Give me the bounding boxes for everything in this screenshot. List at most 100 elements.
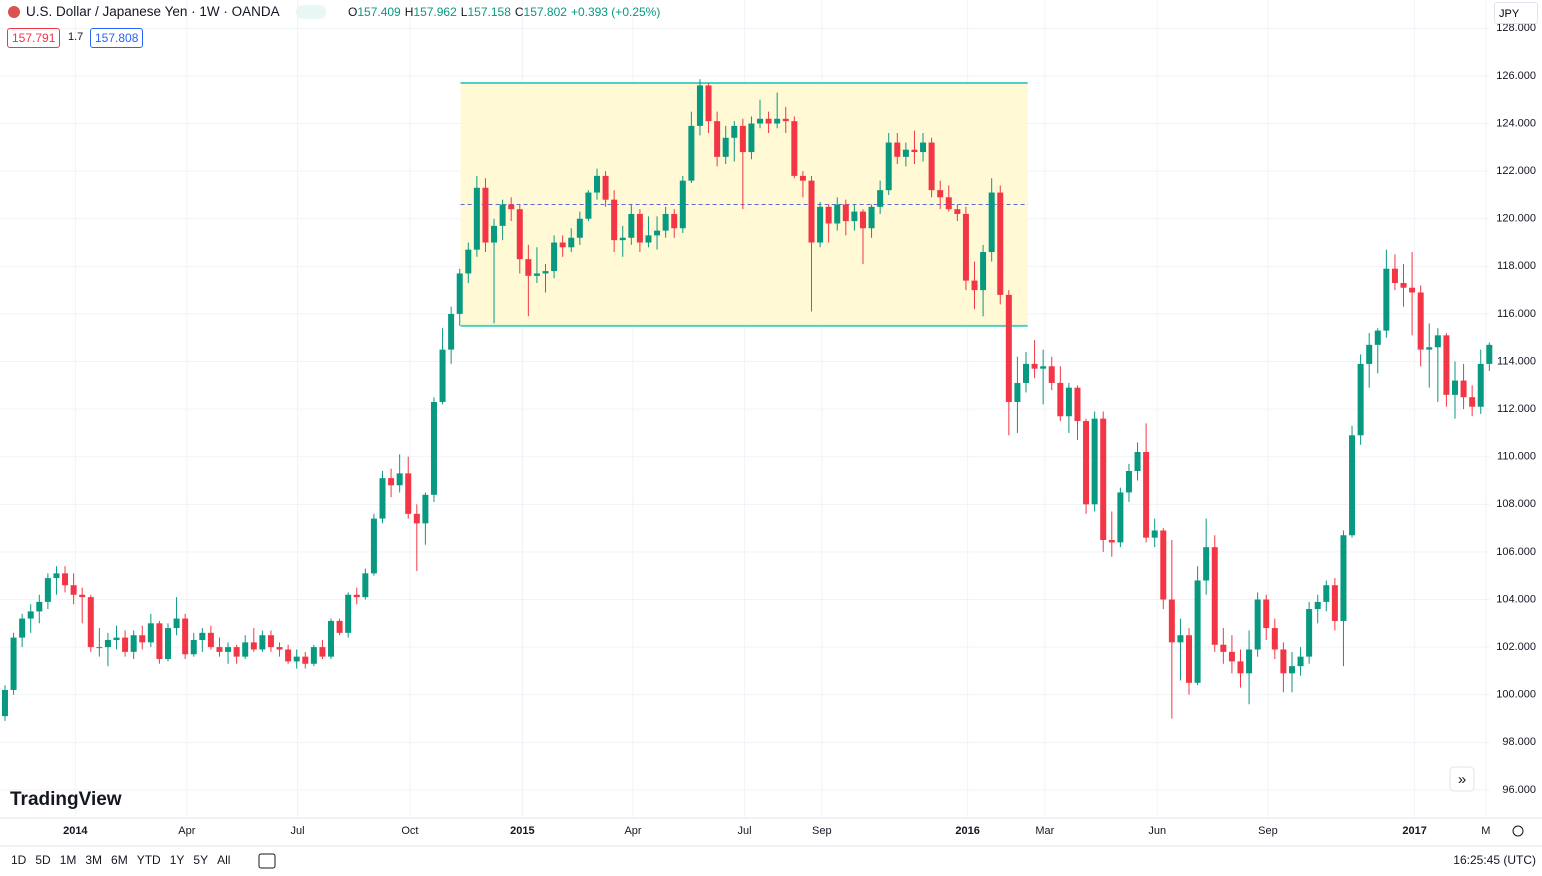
scroll-button[interactable] xyxy=(1449,766,1475,792)
ohlc-value: 157.962 xyxy=(413,5,457,19)
candle-body xyxy=(70,585,77,595)
candle-body xyxy=(508,204,515,210)
y-tick-label: 118.000 xyxy=(1497,260,1536,272)
candle-body xyxy=(1143,451,1150,538)
ohlc-values: O157.409 H157.962 L157.158 C157.802 +0.393 (… xyxy=(348,5,660,19)
candle-body xyxy=(997,192,1004,295)
range-button[interactable]: 6M xyxy=(111,853,128,867)
currency-button[interactable]: JPY xyxy=(1494,2,1538,24)
candle-body xyxy=(1005,294,1012,402)
range-button[interactable]: 1D xyxy=(11,853,27,867)
candle-body xyxy=(1314,601,1321,610)
candle-body xyxy=(156,623,163,660)
candle-body xyxy=(370,518,377,574)
candle-body xyxy=(1083,421,1090,505)
range-button[interactable]: 5D xyxy=(35,853,51,867)
candle-body xyxy=(757,118,764,124)
candle-body xyxy=(1151,530,1158,538)
candle-body xyxy=(739,125,746,153)
candle-body xyxy=(1228,651,1235,662)
x-tick-label: Mar xyxy=(1035,825,1054,837)
candle-body xyxy=(894,142,901,157)
candle-body xyxy=(825,206,832,224)
sell-button[interactable]: 157.791 xyxy=(7,28,61,48)
candle-body xyxy=(267,635,274,648)
candle-body xyxy=(336,620,343,633)
candle-body xyxy=(1014,382,1021,402)
y-tick-label: 120.000 xyxy=(1496,213,1536,225)
x-tick-label: Apr xyxy=(178,825,195,837)
candle-body xyxy=(1254,599,1261,650)
status-badge xyxy=(295,4,326,19)
candle-body xyxy=(920,142,927,153)
candle-body xyxy=(1177,635,1184,643)
candle-body xyxy=(173,618,180,629)
candle-body xyxy=(422,494,429,524)
candle-body xyxy=(774,118,781,124)
range-button[interactable]: 3M xyxy=(85,853,103,867)
candle-body xyxy=(276,647,283,650)
x-tick-label: Jul xyxy=(738,825,752,837)
candle-body xyxy=(1340,535,1347,621)
candle-body xyxy=(885,142,892,191)
range-button[interactable]: 5Y xyxy=(193,853,209,867)
candle-body xyxy=(1288,666,1295,674)
ohlc-item: O157.409 xyxy=(348,5,401,19)
candle-body xyxy=(1477,363,1484,407)
candle-body xyxy=(671,213,678,229)
candle-body xyxy=(585,192,592,219)
buy-button[interactable]: 157.808 xyxy=(90,28,144,48)
symbol-title[interactable]: U.S. Dollar / Japanese Yen · 1W · OANDA xyxy=(26,4,280,19)
candle-body xyxy=(1237,661,1244,674)
candle-body xyxy=(808,180,815,243)
candle-body xyxy=(868,206,875,229)
candle-body xyxy=(1,689,8,717)
range-button[interactable]: 1M xyxy=(59,853,77,867)
candle-body xyxy=(1160,530,1167,600)
candle-body xyxy=(199,632,206,640)
y-tick-label: 116.000 xyxy=(1497,308,1536,320)
candle-body xyxy=(1040,366,1047,369)
candle-body xyxy=(113,637,120,640)
candle-body xyxy=(499,204,506,226)
y-tick-label: 96.000 xyxy=(1502,784,1536,796)
candle-body xyxy=(1211,547,1218,645)
candle-body xyxy=(164,628,171,660)
candle-body xyxy=(1443,335,1450,395)
range-button[interactable]: YTD xyxy=(136,853,161,867)
candle-body xyxy=(1280,649,1287,674)
candle-body xyxy=(902,149,909,157)
candle-body xyxy=(242,642,249,657)
settings-icon[interactable] xyxy=(1512,825,1524,837)
candle-body xyxy=(285,649,292,662)
candle-body xyxy=(405,473,412,514)
candle-body xyxy=(696,85,703,126)
range-button[interactable]: All xyxy=(217,853,231,867)
candle-body xyxy=(542,271,549,274)
y-tick-label: 128.000 xyxy=(1496,22,1536,34)
range-button[interactable]: 1Y xyxy=(169,853,185,867)
calendar-icon[interactable] xyxy=(258,853,276,869)
candle-body xyxy=(533,273,540,276)
candle-body xyxy=(688,125,695,181)
candle-body xyxy=(1271,628,1278,650)
ohlc-label: C xyxy=(514,5,524,19)
candle-body xyxy=(1134,451,1141,471)
candle-body xyxy=(799,175,806,181)
candle-body xyxy=(593,175,600,193)
y-tick-label: 98.000 xyxy=(1502,736,1536,748)
candle-body xyxy=(817,206,824,243)
candle-body xyxy=(79,594,86,598)
candle-body xyxy=(1048,366,1055,383)
candle-body xyxy=(1203,547,1210,581)
candle-body xyxy=(36,601,43,612)
candle-body xyxy=(679,180,686,229)
candle-body xyxy=(491,225,498,243)
candle-body xyxy=(731,125,738,138)
x-tick-label: 2016 xyxy=(955,825,979,837)
ohlc-item: H157.962 xyxy=(405,5,457,19)
candle-body xyxy=(130,635,137,652)
candle-body xyxy=(1409,287,1416,293)
flag-icon xyxy=(8,5,20,18)
candle-body xyxy=(1125,470,1132,493)
